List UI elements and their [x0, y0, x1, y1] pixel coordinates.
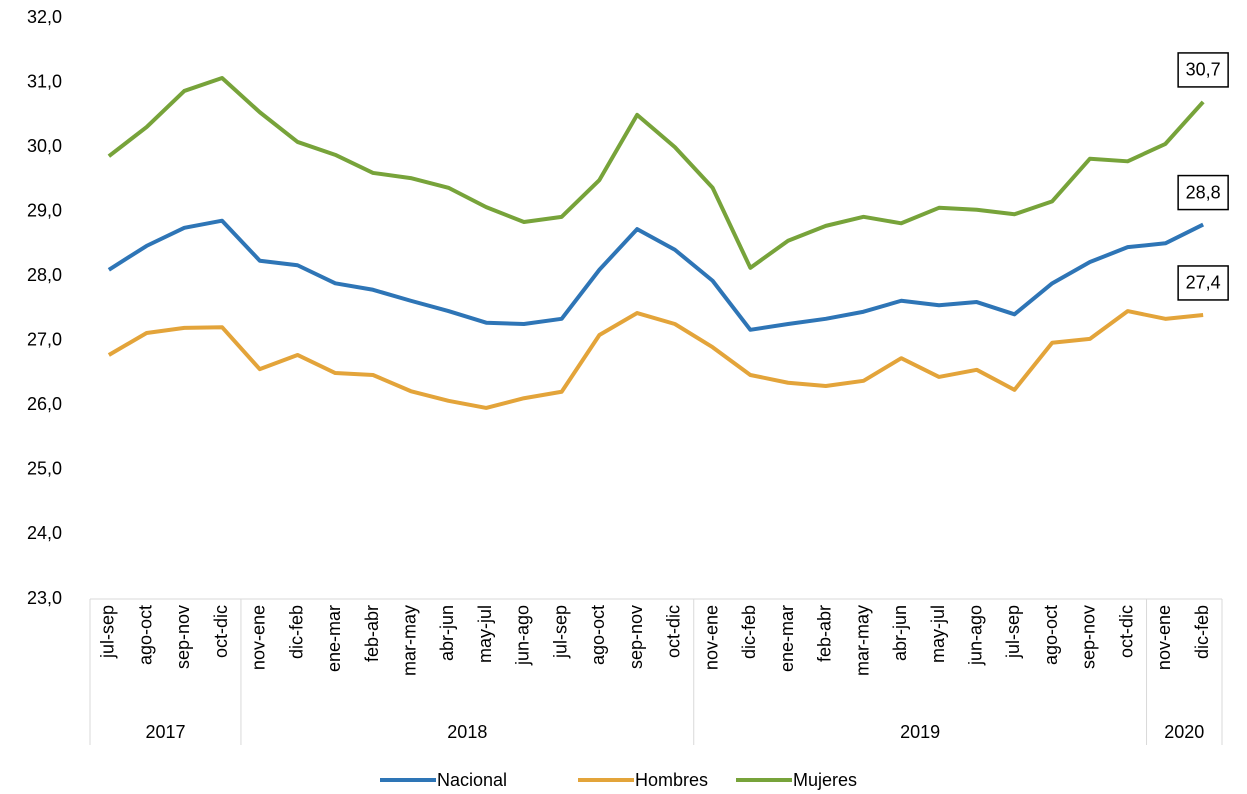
x-tick-label: mar-may — [852, 605, 872, 676]
y-tick-label: 27,0 — [27, 330, 62, 350]
y-tick-label: 31,0 — [27, 71, 62, 91]
legend-label: Nacional — [437, 770, 507, 790]
group-label: 2018 — [447, 722, 487, 742]
x-tick-label: jul-sep — [98, 605, 118, 659]
x-tick-label: ene-mar — [777, 605, 797, 672]
x-tick-label: jul-sep — [550, 605, 570, 659]
x-tick-label: ago-oct — [588, 605, 608, 665]
x-tick-label: dic-feb — [286, 605, 306, 659]
legend-label: Hombres — [635, 770, 708, 790]
line-series — [107, 218, 1205, 332]
x-tick-label: sep-nov — [1079, 605, 1099, 669]
legend-label: Mujeres — [793, 770, 857, 790]
x-tick-label: oct-dic — [1116, 605, 1136, 658]
group-label: 2019 — [900, 722, 940, 742]
x-tick-label: oct-dic — [211, 605, 231, 658]
y-tick-label: 28,0 — [27, 265, 62, 285]
x-tick-label: oct-dic — [664, 605, 684, 658]
y-tick-label: 32,0 — [27, 7, 62, 27]
y-tick-label: 23,0 — [27, 588, 62, 608]
y-tick-label: 30,0 — [27, 136, 62, 156]
x-tick-label: feb-abr — [815, 605, 835, 662]
data-label-box — [1177, 265, 1229, 301]
x-tick-label: jun-ago — [965, 605, 985, 666]
data-label-box — [1177, 52, 1229, 88]
x-tick-label: jul-sep — [1003, 605, 1023, 659]
x-tick-label: nov-ene — [1154, 605, 1174, 670]
data-label: 28,8 — [1186, 182, 1221, 202]
group-label: 2017 — [145, 722, 185, 742]
line-series — [107, 309, 1204, 410]
y-tick-label: 25,0 — [27, 459, 62, 479]
x-tick-label: may-jul — [928, 605, 948, 663]
x-tick-label: jun-ago — [513, 605, 533, 666]
x-tick-label: ago-oct — [135, 605, 155, 665]
x-tick-label: abr-jun — [437, 605, 457, 661]
x-tick-label: nov-ene — [249, 605, 269, 670]
x-tick-label: may-jul — [475, 605, 495, 663]
data-label-box — [1177, 174, 1229, 211]
data-label: 30,7 — [1186, 60, 1221, 80]
x-tick-label: sep-nov — [173, 605, 193, 669]
x-tick-label: mar-may — [399, 605, 419, 676]
x-tick-label: feb-abr — [362, 605, 382, 662]
y-tick-label: 29,0 — [27, 200, 62, 220]
line-series — [107, 76, 1205, 270]
x-tick-label: dic-feb — [1192, 605, 1212, 659]
x-tick-label: nov-ene — [701, 605, 721, 670]
x-tick-label: abr-jun — [890, 605, 910, 661]
data-label: 27,4 — [1186, 273, 1221, 293]
group-label: 2020 — [1164, 722, 1204, 742]
x-tick-label: ago-oct — [1041, 605, 1061, 665]
y-tick-label: 24,0 — [27, 523, 62, 543]
x-tick-label: ene-mar — [324, 605, 344, 672]
y-tick-label: 26,0 — [27, 394, 62, 414]
x-tick-label: dic-feb — [739, 605, 759, 659]
x-tick-label: sep-nov — [626, 605, 646, 669]
